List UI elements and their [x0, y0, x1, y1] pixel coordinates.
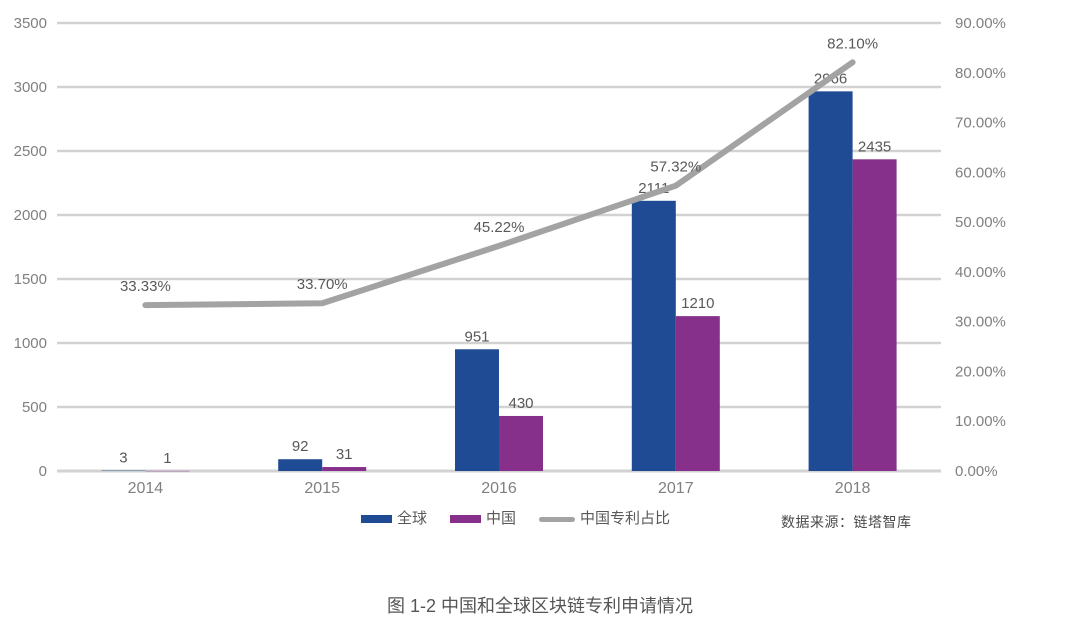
bar-label-中国-2017: 1210 [681, 295, 714, 312]
line-label-2015: 33.70% [297, 276, 348, 293]
patent-applications-chart: 0 500 1000 1500 2000 2500 3000 3500 0.00% 10.00% 2… [14, 15, 1006, 497]
x-axis-label-2017: 2017 [658, 480, 694, 497]
line-label-2016: 45.22% [474, 219, 525, 236]
source-note: 数据来源：链塔智库 [781, 514, 912, 530]
bar-label-全球-2014: 3 [119, 450, 127, 467]
bar-label-全球-2016: 951 [464, 328, 489, 345]
legend-item-global: 全球 [361, 508, 427, 530]
legend-swatch-china [450, 515, 482, 523]
left-axis-tick-2000: 2000 [14, 207, 47, 224]
bar-label-中国-2016: 430 [508, 395, 533, 412]
right-axis-tick-60.00%: 60.00% [955, 164, 1006, 181]
legend-label-global: 全球 [397, 510, 428, 527]
legend-item-china: 中国 [450, 508, 516, 530]
bar-label-中国-2015: 31 [336, 446, 353, 463]
right-axis-tick-30.00%: 30.00% [955, 314, 1006, 331]
legend-item-china-share: 中国专利占比 [539, 508, 670, 530]
bar-全球-2016 [455, 349, 499, 471]
left-axis-tick-3000: 3000 [14, 79, 47, 96]
bar-中国-2018 [852, 159, 897, 471]
right-axis-tick-40.00%: 40.00% [955, 264, 1006, 281]
legend-label-china-share: 中国专利占比 [580, 510, 671, 527]
x-axis-label-2016: 2016 [481, 480, 517, 497]
bar-中国-2017 [675, 316, 720, 471]
line-china-patent-share [142, 59, 856, 309]
right-axis-tick-20.00%: 20.00% [955, 363, 1006, 380]
right-axis-tick-70.00%: 70.00% [955, 115, 1006, 132]
left-axis-tick-1500: 1500 [14, 271, 47, 288]
legend-swatch-global [361, 515, 392, 523]
left-axis-tick-0: 0 [39, 463, 47, 480]
legend-label-china: 中国 [486, 510, 517, 527]
right-axis-tick-0.00%: 0.00% [955, 463, 998, 480]
bar-全球-2015 [278, 459, 323, 471]
bar-全球-2017 [631, 200, 676, 472]
left-axis-tick-2500: 2500 [14, 143, 47, 160]
bar-全球-2018 [808, 91, 853, 472]
line-label-2017: 57.32% [650, 159, 701, 176]
right-axis-tick-80.00%: 80.00% [955, 65, 1006, 82]
left-axis-tick-1000: 1000 [14, 335, 47, 352]
right-axis-tick-10.00%: 10.00% [955, 413, 1006, 430]
bar-label-中国-2014: 1 [163, 450, 171, 467]
x-axis-label-2015: 2015 [304, 480, 340, 497]
left-axis-tick-3500: 3500 [14, 15, 47, 32]
bar-label-全球-2015: 92 [292, 438, 309, 455]
figure-caption: 图 1-2 中国和全球区块链专利申请情况 [386, 596, 694, 616]
line-label-2014: 33.33% [120, 278, 171, 295]
legend-swatch-china-share [539, 516, 576, 522]
x-axis-label-2018: 2018 [835, 480, 871, 497]
chart-legend: 全球 中国 中国专利占比 [361, 508, 670, 530]
bar-label-中国-2018: 2435 [858, 138, 891, 155]
line-label-2018: 82.10% [827, 35, 878, 52]
right-axis-tick-50.00%: 50.00% [955, 214, 1006, 231]
bar-中国-2016 [499, 415, 543, 471]
left-axis-tick-500: 500 [22, 399, 47, 416]
x-axis-label-2014: 2014 [128, 480, 164, 497]
right-axis-tick-90.00%: 90.00% [955, 15, 1006, 32]
bar-中国-2015 [322, 467, 367, 471]
